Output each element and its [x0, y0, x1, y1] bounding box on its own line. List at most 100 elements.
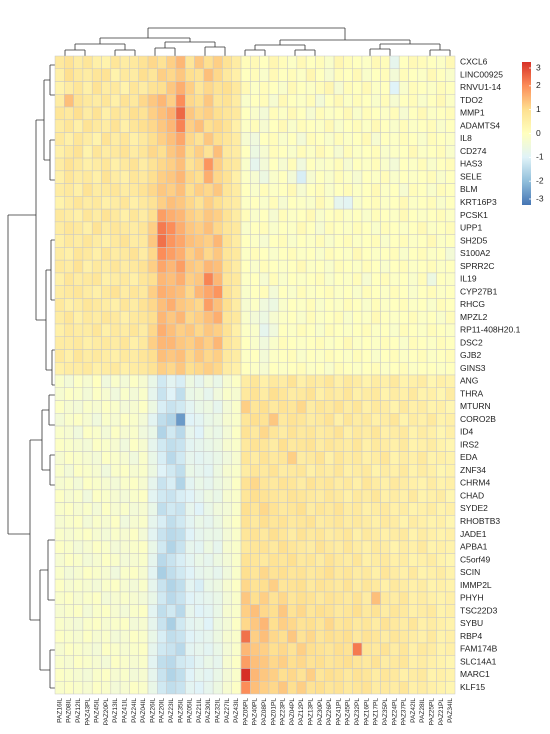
cell	[82, 553, 93, 567]
cell	[445, 476, 456, 491]
cell	[203, 259, 214, 274]
cell	[436, 578, 446, 593]
cell	[398, 310, 409, 325]
cell	[194, 157, 205, 172]
cell	[82, 234, 93, 248]
cell	[305, 221, 316, 235]
cell	[324, 272, 335, 286]
cell	[101, 476, 112, 491]
cell	[324, 106, 335, 121]
cell	[166, 578, 177, 593]
cell	[305, 680, 316, 695]
cell	[157, 310, 167, 325]
cell	[147, 387, 158, 401]
cell	[268, 553, 279, 567]
cell	[166, 247, 177, 261]
cell	[389, 540, 400, 554]
cell	[398, 349, 409, 363]
cell	[408, 323, 419, 337]
cell	[157, 451, 167, 465]
cell	[82, 272, 93, 286]
cell	[222, 374, 232, 389]
cell	[408, 145, 419, 159]
cell	[175, 157, 186, 172]
cell	[250, 336, 260, 350]
cell	[305, 489, 316, 503]
cell	[371, 336, 381, 350]
cell	[138, 642, 149, 656]
cell	[315, 413, 326, 427]
cell	[371, 527, 381, 542]
cell	[352, 438, 363, 452]
cell	[315, 361, 326, 376]
column-label: PAZ43PL	[84, 698, 91, 726]
cell	[361, 234, 372, 248]
cell	[315, 132, 326, 146]
cell	[361, 680, 372, 695]
cell	[184, 310, 195, 325]
cell	[64, 183, 74, 197]
cell	[212, 540, 223, 554]
cell	[147, 285, 158, 299]
cell	[305, 208, 316, 223]
cell	[436, 642, 446, 656]
cell	[175, 68, 186, 82]
cell	[231, 400, 242, 414]
cell	[371, 323, 381, 337]
cell	[184, 387, 195, 401]
cell	[380, 655, 391, 669]
cell	[147, 81, 158, 95]
cell	[222, 425, 232, 440]
cell	[361, 642, 372, 656]
cell	[352, 374, 363, 389]
cell	[380, 208, 391, 223]
cell	[250, 464, 260, 478]
cell	[305, 323, 316, 337]
cell	[138, 183, 149, 197]
cell	[278, 234, 288, 248]
cell	[203, 323, 214, 337]
cell	[259, 591, 270, 605]
cell	[408, 451, 419, 465]
cell	[278, 515, 288, 529]
cell	[352, 578, 363, 593]
cell	[333, 247, 344, 261]
cell	[231, 310, 242, 325]
cell	[147, 629, 158, 644]
cell	[305, 94, 316, 108]
cell	[417, 310, 428, 325]
cell	[389, 476, 400, 491]
cell	[129, 642, 139, 656]
cell	[54, 234, 65, 248]
cell	[73, 527, 84, 542]
cell	[166, 336, 177, 350]
cell	[54, 591, 65, 605]
cell	[278, 55, 288, 70]
cell	[101, 285, 112, 299]
cell	[436, 183, 446, 197]
cell	[184, 451, 195, 465]
cell	[175, 400, 186, 414]
cell	[343, 374, 353, 389]
cell	[361, 132, 372, 146]
cell	[305, 68, 316, 82]
row-label: SYDE2	[460, 503, 488, 513]
cell	[203, 591, 214, 605]
cell	[110, 400, 121, 414]
cell	[333, 515, 344, 529]
cell	[259, 515, 270, 529]
cell	[194, 476, 205, 491]
cell	[250, 425, 260, 440]
cell	[361, 604, 372, 618]
cell	[82, 170, 93, 184]
cell	[175, 196, 186, 210]
cell	[398, 680, 409, 695]
cell	[64, 578, 74, 593]
cell	[324, 400, 335, 414]
cell	[54, 680, 65, 695]
cell	[157, 196, 167, 210]
row-label: CD274	[460, 146, 487, 156]
cell	[268, 81, 279, 95]
cell	[361, 349, 372, 363]
cell	[408, 476, 419, 491]
